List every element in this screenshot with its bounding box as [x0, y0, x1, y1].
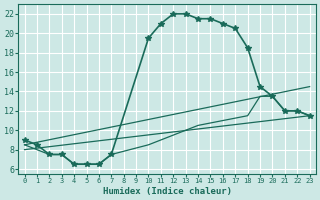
X-axis label: Humidex (Indice chaleur): Humidex (Indice chaleur) [103, 187, 232, 196]
